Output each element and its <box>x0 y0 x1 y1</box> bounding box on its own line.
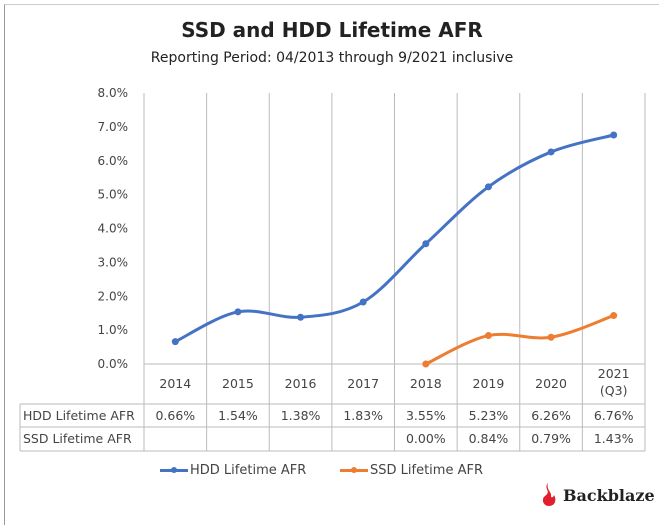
table-cell: 1.54% <box>218 408 258 423</box>
table-cell: 0.79% <box>531 431 571 446</box>
chart-title: SSD and HDD Lifetime AFR <box>181 18 483 42</box>
data-point-hdd <box>547 148 555 156</box>
table-cell: 6.26% <box>531 408 571 423</box>
data-point-ssd <box>547 333 555 341</box>
table-cell: 1.38% <box>281 408 321 423</box>
hdd-legend-swatch <box>160 467 188 473</box>
legend-label-ssd: SSD Lifetime AFR <box>370 463 483 478</box>
backblaze-logo: Backblaze <box>540 483 655 507</box>
legend-item-hdd: HDD Lifetime AFR <box>160 463 306 478</box>
table-header-cell: (Q3) <box>600 383 628 398</box>
y-tick-label: 3.0% <box>98 255 129 269</box>
table-cell: 0.00% <box>406 431 446 446</box>
table-row-label: SSD Lifetime AFR <box>23 431 132 446</box>
table-header-cell: 2020 <box>535 376 567 391</box>
data-point-hdd <box>610 131 618 139</box>
chart-frame <box>4 4 659 525</box>
table-header-cell: 2014 <box>159 376 191 391</box>
table-cell: 3.55% <box>406 408 446 423</box>
data-point-hdd <box>484 183 492 191</box>
y-tick-label: 5.0% <box>98 188 129 202</box>
y-tick-label: 7.0% <box>98 120 129 134</box>
table-cell: 0.84% <box>469 431 509 446</box>
y-tick-label: 6.0% <box>98 154 129 168</box>
data-point-hdd <box>297 313 305 321</box>
flame-icon <box>542 483 556 506</box>
y-tick-label: 0.0% <box>98 357 129 371</box>
table-header-cell: 2015 <box>222 376 254 391</box>
data-point-ssd <box>422 360 430 368</box>
data-point-ssd <box>610 312 618 320</box>
table-cell: 1.83% <box>343 408 383 423</box>
table-row-label: HDD Lifetime AFR <box>23 408 135 423</box>
y-tick-label: 1.0% <box>98 323 129 337</box>
table-header-cell: 2018 <box>410 376 442 391</box>
table-cell: 5.23% <box>469 408 509 423</box>
legend-item-ssd: SSD Lifetime AFR <box>340 463 483 478</box>
data-point-ssd <box>484 332 492 340</box>
y-tick-label: 2.0% <box>98 289 129 303</box>
series-line-hdd <box>173 133 616 344</box>
brand-name: Backblaze <box>563 485 655 505</box>
table-header-cell: 2021 <box>598 366 630 381</box>
ssd-legend-swatch <box>340 467 368 473</box>
table-header-cell: 2016 <box>285 376 317 391</box>
data-point-hdd <box>171 338 179 346</box>
table-header-cell: 2017 <box>347 376 379 391</box>
data-point-hdd <box>359 298 367 306</box>
chart-subtitle: Reporting Period: 04/2013 through 9/2021… <box>150 50 514 66</box>
series-line-ssd <box>424 314 616 366</box>
data-point-hdd <box>234 308 242 316</box>
data-point-hdd <box>422 240 430 248</box>
y-tick-label: 8.0% <box>98 86 129 100</box>
table-header-cell: 2019 <box>473 376 505 391</box>
legend-label-hdd: HDD Lifetime AFR <box>190 463 307 478</box>
table-cell: 1.43% <box>594 431 634 446</box>
table-cell: 0.66% <box>155 408 195 423</box>
table-cell: 6.76% <box>594 408 634 423</box>
y-tick-label: 4.0% <box>98 222 129 236</box>
